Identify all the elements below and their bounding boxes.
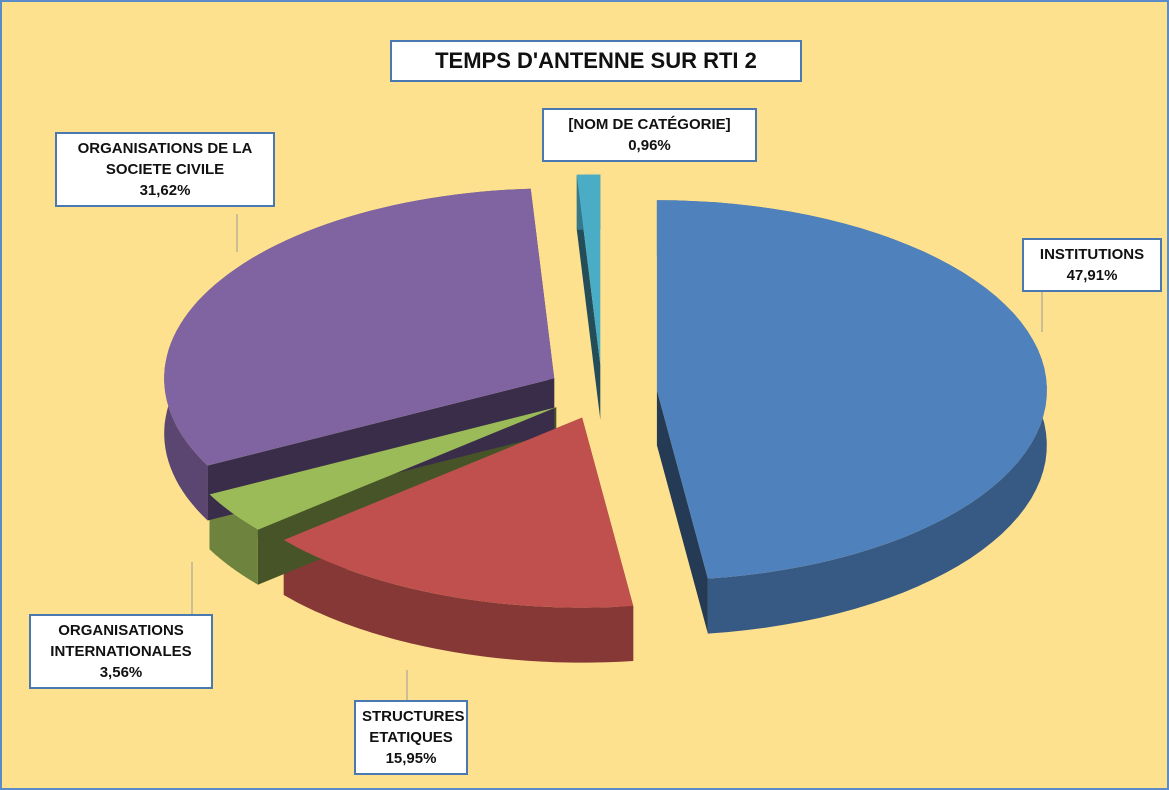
value-label: 15,95% [385, 750, 437, 767]
data-label: [NOM DE CATÉGORIE] 0,96% [542, 108, 757, 162]
slice-outer-side [283, 540, 634, 663]
data-label: ORGANISATIONS INTERNATIONALES 3,56% [29, 614, 213, 689]
slice [656, 200, 1047, 579]
slice-cut-side [656, 390, 708, 634]
slice [576, 174, 601, 365]
data-label: ORGANISATIONS DE LA SOCIETE CIVILE 31,62% [55, 132, 275, 207]
slice [283, 417, 634, 608]
category-label: [NOM DE CATÉGORIE] [568, 116, 731, 133]
category-label: INSTITUTIONS [1039, 246, 1145, 263]
data-label: INSTITUTIONS 47,91% [1022, 238, 1162, 292]
slice [164, 188, 555, 466]
value-label: 3,56% [99, 664, 143, 681]
data-label: STRUCTURES ETATIQUES 15,95% [354, 700, 468, 775]
chart-title: TEMPS D'ANTENNE SUR RTI 2 [390, 40, 802, 82]
category-label: ORGANISATIONS INTERNATIONALES [50, 622, 192, 660]
slice [209, 407, 557, 530]
value-label: 0,96% [628, 137, 671, 154]
category-label: STRUCTURES ETATIQUES [362, 708, 465, 746]
value-label: 31,62% [139, 182, 191, 199]
slice-cut-side [576, 174, 601, 420]
category-label: ORGANISATIONS DE LA SOCIETE CIVILE [77, 140, 253, 178]
value-label: 47,91% [1066, 267, 1118, 284]
slice-outer-side [209, 494, 258, 585]
